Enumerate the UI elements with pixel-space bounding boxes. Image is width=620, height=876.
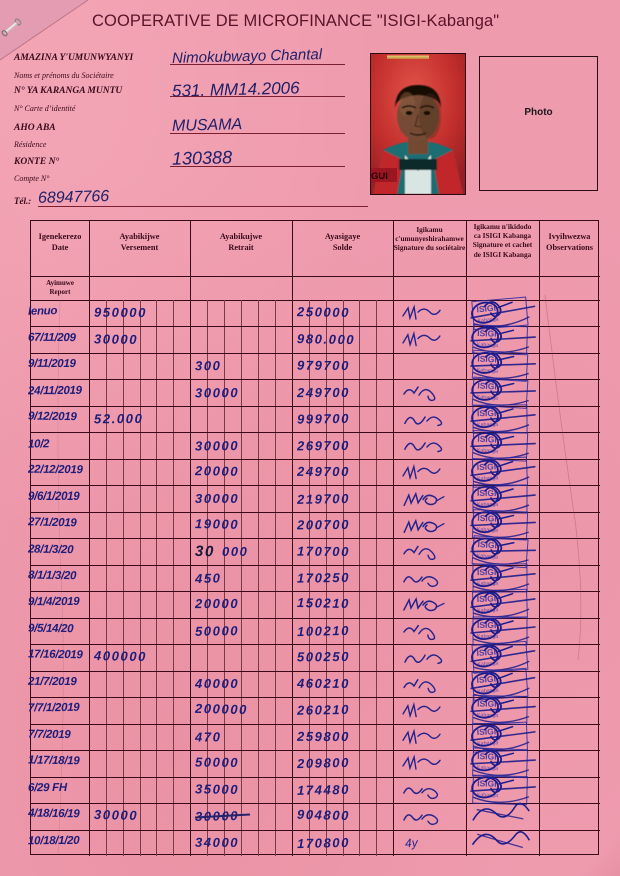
svg-text:GUI: GUI (371, 171, 388, 182)
